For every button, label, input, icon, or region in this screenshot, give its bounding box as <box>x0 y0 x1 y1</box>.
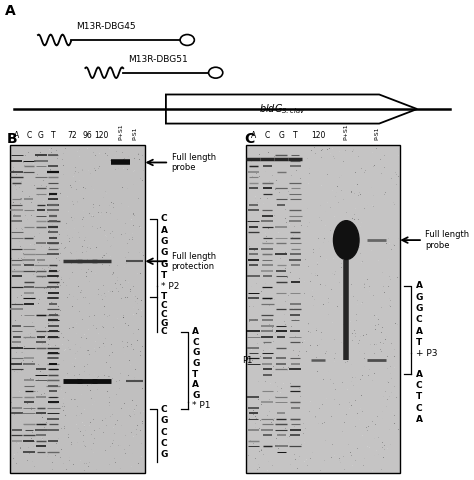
Text: 120: 120 <box>311 131 326 140</box>
Polygon shape <box>166 95 417 123</box>
Text: 120: 120 <box>94 131 109 140</box>
Text: C: C <box>416 381 422 390</box>
Bar <box>246 145 400 473</box>
Text: A: A <box>416 415 423 424</box>
Text: $\mathit{bldG}_{S.clav}$: $\mathit{bldG}_{S.clav}$ <box>259 102 305 116</box>
Text: G: G <box>192 391 200 400</box>
Text: A: A <box>416 281 423 290</box>
Text: B: B <box>7 132 18 146</box>
Text: C: C <box>161 428 167 436</box>
Text: 72: 72 <box>68 131 77 140</box>
Text: G: G <box>416 293 423 302</box>
Text: M13R-DBG45: M13R-DBG45 <box>76 22 136 31</box>
Text: A: A <box>416 370 423 379</box>
Text: A: A <box>5 4 16 18</box>
Text: G: G <box>161 450 168 459</box>
Text: C: C <box>416 404 422 412</box>
Circle shape <box>180 35 194 46</box>
Bar <box>9 145 145 473</box>
Text: T: T <box>161 292 167 301</box>
Text: Full length
protection: Full length protection <box>172 252 216 271</box>
Text: 96: 96 <box>82 131 92 140</box>
Circle shape <box>334 221 359 260</box>
Text: * P2: * P2 <box>161 282 179 291</box>
Text: G: G <box>192 348 200 358</box>
Text: T: T <box>416 338 422 347</box>
Text: C: C <box>244 132 255 146</box>
Text: G: G <box>161 248 168 257</box>
Text: A: A <box>416 326 423 336</box>
Text: C: C <box>161 215 167 223</box>
Text: G: G <box>38 131 44 140</box>
Text: T: T <box>51 131 55 140</box>
Circle shape <box>209 67 223 78</box>
Text: A: A <box>14 131 19 140</box>
Text: G: G <box>161 319 168 327</box>
Text: G: G <box>161 237 168 246</box>
Text: M13R-DBG51: M13R-DBG51 <box>128 55 188 64</box>
Text: + P3: + P3 <box>416 349 438 358</box>
Text: A: A <box>192 327 199 336</box>
Text: T: T <box>161 271 167 280</box>
Text: C: C <box>161 439 167 448</box>
Text: C: C <box>26 131 32 140</box>
Text: T: T <box>293 131 298 140</box>
Text: C: C <box>161 310 167 319</box>
Text: G: G <box>161 260 168 269</box>
Text: P1: P1 <box>242 356 252 364</box>
Text: T: T <box>192 370 198 379</box>
Text: P+S1: P+S1 <box>344 123 349 140</box>
Text: A: A <box>192 380 199 389</box>
Text: * P1: * P1 <box>192 401 210 410</box>
Text: P-S1: P-S1 <box>133 126 138 140</box>
Text: G: G <box>416 304 423 313</box>
Text: C: C <box>416 315 422 324</box>
Text: C: C <box>192 338 199 347</box>
Text: C: C <box>161 327 167 336</box>
Text: T: T <box>416 392 422 401</box>
Text: C: C <box>161 301 167 310</box>
Text: G: G <box>161 416 168 425</box>
Text: Full length
probe: Full length probe <box>172 153 216 172</box>
Text: P-S1: P-S1 <box>374 126 379 140</box>
Text: A: A <box>251 131 256 140</box>
Text: Full length
probe: Full length probe <box>425 230 469 250</box>
Text: G: G <box>192 359 200 368</box>
Text: G: G <box>278 131 284 140</box>
Text: C: C <box>264 131 270 140</box>
Text: P+S1: P+S1 <box>118 123 123 140</box>
Text: A: A <box>161 226 168 235</box>
Text: C: C <box>161 405 167 414</box>
